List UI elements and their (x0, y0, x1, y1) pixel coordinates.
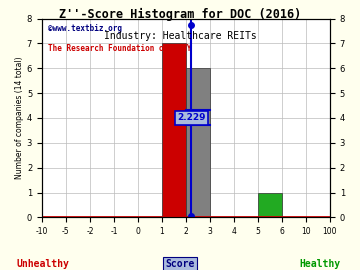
Text: Z''-Score Histogram for DOC (2016): Z''-Score Histogram for DOC (2016) (59, 8, 301, 21)
Bar (258, 193, 282, 217)
Text: Score: Score (165, 259, 195, 269)
Bar (162, 43, 186, 217)
Y-axis label: Number of companies (14 total): Number of companies (14 total) (15, 57, 24, 179)
Text: Unhealthy: Unhealthy (17, 259, 69, 269)
Text: Industry: Healthcare REITs: Industry: Healthcare REITs (104, 31, 256, 41)
Text: Healthy: Healthy (300, 259, 341, 269)
Text: The Research Foundation of SUNY: The Research Foundation of SUNY (48, 44, 191, 53)
Text: 2.229: 2.229 (177, 113, 206, 122)
Bar (186, 68, 210, 217)
Text: ©www.textbiz.org: ©www.textbiz.org (48, 25, 122, 33)
